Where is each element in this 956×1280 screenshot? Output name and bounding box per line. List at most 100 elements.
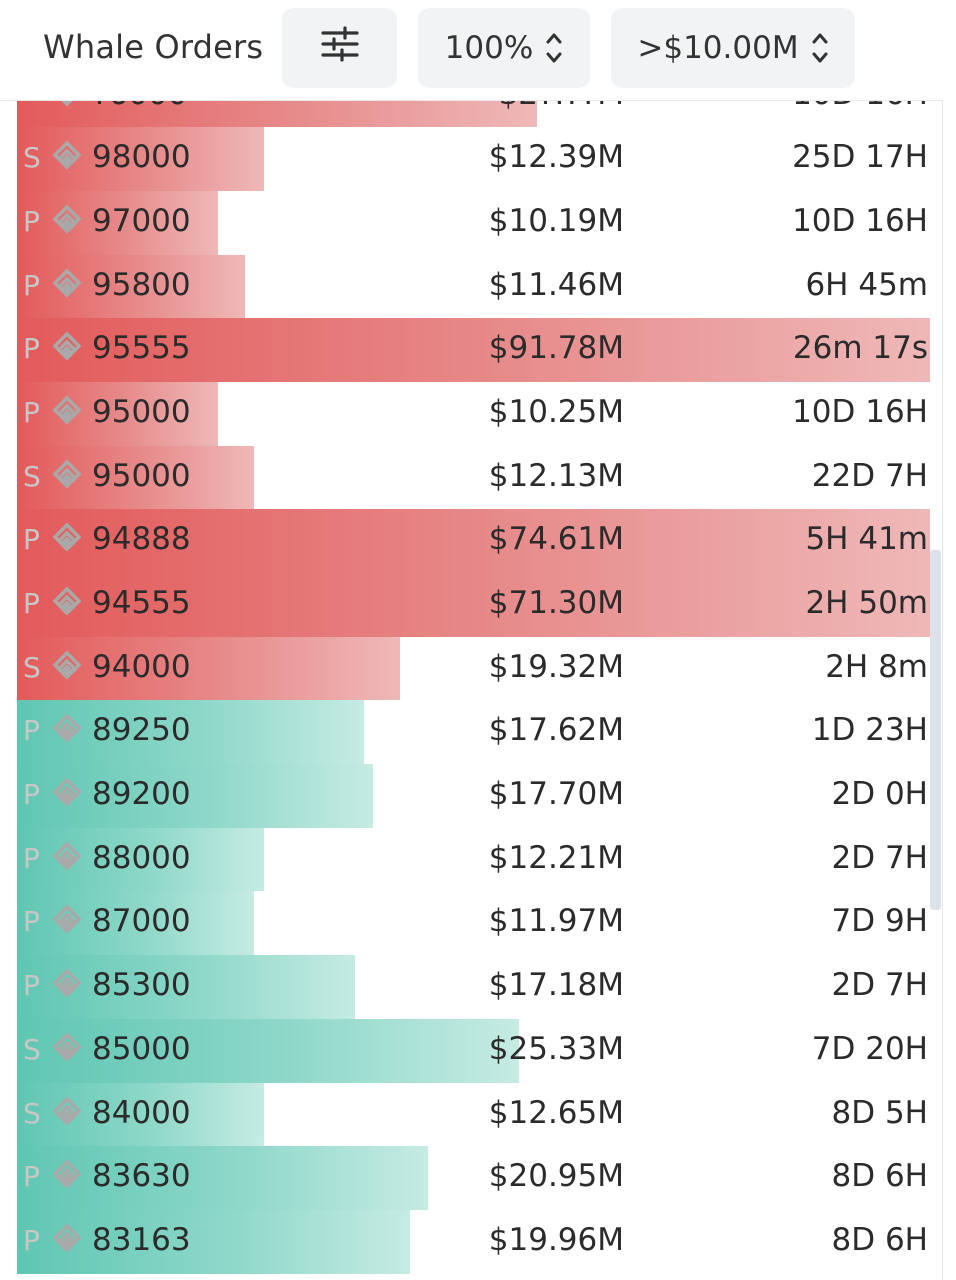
bnb-coin-icon xyxy=(50,585,84,625)
order-age: 22D 7H xyxy=(811,457,928,494)
order-row[interactable]: S 95000 $12.13M 22D 7H xyxy=(17,445,930,510)
order-type-label: S xyxy=(23,459,41,493)
order-row[interactable]: P 87000 $11.97M 7D 9H xyxy=(17,891,930,956)
order-value: $91.78M xyxy=(488,330,624,367)
order-type-label: S xyxy=(23,650,41,684)
order-row[interactable]: P 95800 $11.46M 6H 45m xyxy=(17,254,930,319)
order-row[interactable]: P 88000 $12.21M 2D 7H xyxy=(17,827,930,892)
order-price: 95000 xyxy=(92,393,191,430)
order-type-label: P xyxy=(23,778,40,812)
order-value: $10.19M xyxy=(488,202,624,239)
bnb-coin-icon xyxy=(50,458,84,498)
order-row[interactable]: P 95000 $10.25M 10D 16H xyxy=(17,381,930,446)
order-value: $19.32M xyxy=(488,648,624,685)
order-age: 2D 7H xyxy=(831,967,928,1004)
scrollbar[interactable] xyxy=(930,550,941,910)
order-age: 2H 50m xyxy=(805,585,928,621)
order-value: $11.97M xyxy=(488,903,624,940)
order-row[interactable]: P 89250 $17.62M 1D 23H xyxy=(17,700,930,765)
order-value: $11.46M xyxy=(488,266,624,303)
order-type-label: P xyxy=(23,523,40,557)
percent-value: 100% xyxy=(444,30,534,66)
order-type-label: P xyxy=(23,1223,40,1257)
order-age: 7D 9H xyxy=(831,903,928,940)
bnb-coin-icon xyxy=(50,712,84,752)
order-row[interactable]: P 89200 $17.70M 2D 0H xyxy=(17,764,930,828)
order-row[interactable]: P 85300 $17.18M 2D 7H xyxy=(17,955,930,1019)
bnb-coin-icon xyxy=(50,330,84,370)
order-price: 94000 xyxy=(92,648,191,685)
order-age: 2D 7H xyxy=(831,839,928,876)
order-value: $71.30M xyxy=(488,585,624,621)
order-row[interactable]: P 83163 $19.96M 8D 6H xyxy=(17,1209,930,1274)
order-age: 10D 16H xyxy=(792,393,928,430)
order-price: 89200 xyxy=(92,776,191,813)
order-row[interactable]: S 98000 $12.39M 25D 17H xyxy=(17,127,930,191)
sell-volume-bar xyxy=(17,636,401,701)
sell-volume-bar xyxy=(17,381,218,446)
bnb-coin-icon xyxy=(50,967,84,1007)
order-price: 94888 xyxy=(92,521,191,558)
order-row[interactable]: P 95555 $91.78M 26m 17s xyxy=(17,318,930,382)
order-age: 2H 8m xyxy=(825,648,928,685)
order-row[interactable]: P 94555 $71.30M 2H 50m xyxy=(17,573,930,637)
sell-volume-bar xyxy=(17,318,930,382)
min-amount-selector[interactable]: >$10.00M xyxy=(611,8,855,88)
bnb-coin-icon xyxy=(50,521,84,561)
bnb-coin-icon xyxy=(50,203,84,243)
bnb-coin-icon xyxy=(50,1158,84,1198)
order-price: 83630 xyxy=(92,1158,191,1195)
order-type-label: P xyxy=(23,1160,40,1194)
order-age: 5H 41m xyxy=(805,521,928,558)
sliders-icon xyxy=(320,26,360,70)
page-title: Whale Orders xyxy=(43,28,264,66)
order-type-label: P xyxy=(23,332,40,366)
up-down-chevron-icon xyxy=(545,28,563,68)
order-price: 83163 xyxy=(92,1221,191,1258)
order-type-label: P xyxy=(23,905,40,939)
order-price: 95800 xyxy=(92,266,191,303)
order-age: 2D 0H xyxy=(831,776,928,813)
order-row[interactable]: S 85000 $25.33M 7D 20H xyxy=(17,1018,930,1083)
order-price: 97000 xyxy=(92,202,191,239)
order-age: 8D 6H xyxy=(831,1158,928,1195)
order-row[interactable]: S 84000 $12.65M 8D 5H xyxy=(17,1082,930,1147)
bnb-coin-icon xyxy=(50,267,84,307)
bnb-coin-icon xyxy=(50,840,84,880)
order-value: $74.61M xyxy=(488,521,624,558)
min-amount-value: >$10.00M xyxy=(637,30,799,66)
filter-settings-button[interactable] xyxy=(282,8,397,88)
order-age: 7D 20H xyxy=(811,1030,928,1067)
order-type-label: P xyxy=(23,714,40,748)
order-value: $10.25M xyxy=(488,393,624,430)
order-row[interactable]: P 97000 $10.19M 10D 16H xyxy=(17,190,930,255)
percent-selector[interactable]: 100% xyxy=(418,8,590,88)
buy-volume-bar xyxy=(17,1146,428,1210)
bnb-coin-icon xyxy=(50,903,84,943)
order-value: $17.70M xyxy=(488,776,624,813)
order-row[interactable]: S 94000 $19.32M 2H 8m xyxy=(17,636,930,701)
order-value: $19.96M xyxy=(488,1221,624,1258)
buy-volume-bar xyxy=(17,1209,410,1274)
order-price: 89250 xyxy=(92,712,191,749)
sell-volume-bar xyxy=(17,190,218,255)
order-price: 85000 xyxy=(92,1030,191,1067)
sell-volume-bar xyxy=(17,254,246,319)
order-age: 25D 17H xyxy=(792,139,928,176)
order-row[interactable]: P 94888 $74.61M 5H 41m xyxy=(17,509,930,573)
order-price: 95000 xyxy=(92,457,191,494)
order-row[interactable]: P 83630 $20.95M 8D 6H xyxy=(17,1146,930,1210)
order-type-label: P xyxy=(23,969,40,1003)
order-age: 8D 6H xyxy=(831,1221,928,1258)
order-age: 6H 45m xyxy=(805,266,928,303)
order-value: $12.21M xyxy=(488,839,624,876)
order-value: $12.65M xyxy=(488,1094,624,1131)
order-type-label: P xyxy=(23,587,40,620)
bnb-coin-icon xyxy=(50,139,84,179)
order-age: 26m 17s xyxy=(792,330,928,367)
order-price: 98000 xyxy=(92,139,191,176)
bnb-coin-icon xyxy=(50,649,84,689)
order-age: 10D 16H xyxy=(792,202,928,239)
sell-volume-bar xyxy=(17,509,930,573)
